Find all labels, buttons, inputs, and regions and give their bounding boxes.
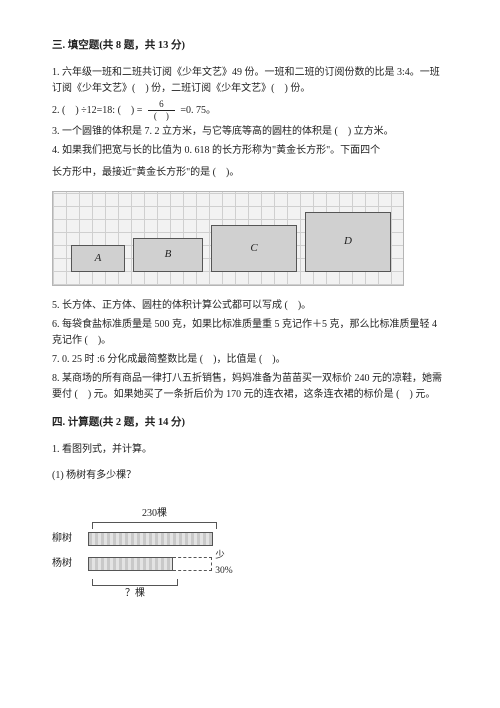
rect-a-label: A [95, 250, 102, 268]
bar-label-2: 杨树 [52, 556, 88, 572]
q3-2-text-a: 2. ( ) ÷12=18: ( ) = [52, 105, 142, 116]
bar-row-2: 杨树 少30% [52, 549, 242, 579]
section-4-title: 四. 计算题(共 2 题，共 14 分) [52, 415, 448, 432]
brace-top [92, 522, 217, 529]
fraction: 6 ( ) [148, 100, 175, 121]
rect-d: D [305, 212, 391, 272]
q3-8: 8. 某商场的所有商品一律打八五折销售，妈妈准备为苗苗买一双标价 240 元的凉… [52, 371, 448, 403]
q4-1-sub1: (1) 杨树有多少棵？ [52, 468, 448, 484]
rectangles-figure: A B C D [52, 191, 404, 286]
bar-label-1: 柳树 [52, 531, 88, 547]
rect-d-label: D [344, 233, 352, 251]
less-label: 少30% [215, 549, 242, 579]
q3-4a: 4. 如果我们把宽与长的比值为 0. 618 的长方形称为"黄金长方形"。下面四… [52, 143, 448, 159]
fraction-denominator: ( ) [148, 111, 175, 121]
bar-row-1: 柳树 [52, 531, 242, 547]
section-3-title: 三. 填空题(共 8 题，共 13 分) [52, 38, 448, 55]
q3-2-text-b: =0. 75。 [180, 105, 216, 116]
bar-1 [88, 532, 213, 546]
rect-b: B [133, 238, 203, 272]
q3-6: 6. 每袋食盐标准质量是 500 克，如果比标准质量重 5 克记作＋5 克，那么… [52, 317, 448, 349]
q3-1: 1. 六年级一班和二班共订阅《少年文艺》49 份。一班和二班的订阅份数的比是 3… [52, 65, 448, 97]
q3-2: 2. ( ) ÷12=18: ( ) = 6 ( ) =0. 75。 [52, 100, 448, 121]
q3-7: 7. 0. 25 时 :6 分化成最简整数比是 ( )，比值是 ( )。 [52, 352, 448, 368]
q4-1: 1. 看图列式，并计算。 [52, 442, 448, 458]
bar-2-dash [173, 557, 212, 571]
rect-c: C [211, 225, 297, 272]
bar-2 [88, 557, 174, 571]
diagram-count: 230棵 [92, 506, 217, 522]
q3-5: 5. 长方体、正方体、圆柱的体积计算公式都可以写成 ( )。 [52, 298, 448, 314]
rect-b-label: B [165, 246, 172, 264]
bar-diagram: 230棵 柳树 杨树 少30% ？棵 [52, 506, 242, 602]
q3-4b: 长方形中，最接近"黄金长方形"的是 ( )。 [52, 165, 448, 181]
fraction-numerator: 6 [148, 100, 175, 111]
q3-3: 3. 一个圆锥的体积是 7. 2 立方米，与它等底等高的圆柱的体积是 ( ) 立… [52, 124, 448, 140]
brace-bottom [92, 579, 178, 586]
diagram-qmark: ？棵 [92, 586, 178, 602]
rect-c-label: C [250, 240, 257, 258]
rect-a: A [71, 245, 125, 272]
